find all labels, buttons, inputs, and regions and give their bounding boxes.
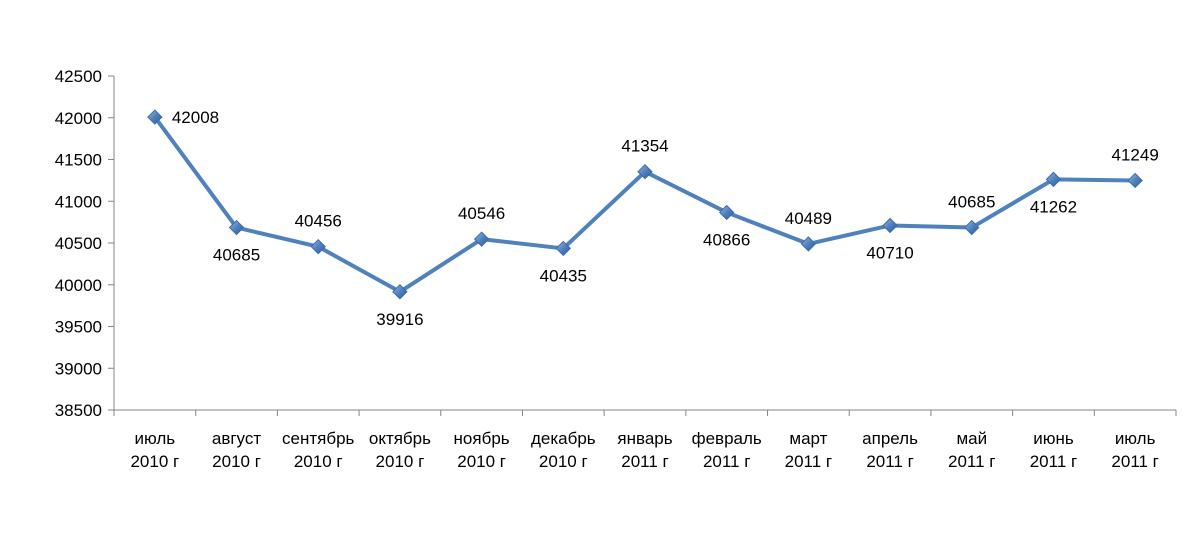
data-point-marker (1045, 171, 1062, 188)
data-label: 41262 (1030, 197, 1077, 216)
x-tick-label: январь 2011 г (617, 429, 672, 471)
data-label: 40456 (295, 212, 342, 231)
data-point-marker (555, 240, 572, 257)
y-tick-label: 39500 (55, 318, 102, 337)
y-tick-label: 41500 (55, 151, 102, 170)
data-point-marker (147, 109, 163, 125)
x-tick-label: апрель 2011 г (862, 429, 918, 471)
data-label: 42008 (172, 108, 219, 127)
data-label: 40710 (866, 243, 913, 262)
data-point-marker (800, 236, 817, 252)
y-tick-label: 39000 (55, 359, 102, 378)
y-tick-label: 40500 (55, 234, 102, 253)
x-tick-label: июль 2011 г (1111, 429, 1158, 471)
data-label: 40546 (458, 204, 505, 223)
data-label: 40685 (948, 193, 995, 212)
data-label: 40866 (703, 230, 750, 249)
y-tick-label: 42000 (55, 109, 102, 128)
x-tick-label: декабрь 2010 г (531, 429, 596, 471)
data-point-marker (228, 219, 245, 236)
y-axis-ticks: 42500 42000 41500 41000 40500 40000 39500 39000… (55, 67, 114, 420)
x-tick-label: октябрь 2010 г (369, 429, 431, 471)
data-point-marker (882, 217, 898, 234)
x-tick-label: июнь 2011 г (1030, 429, 1077, 471)
data-labels: 42008 40685 40456 39916 40546 40435 41354 40866… (172, 108, 1159, 329)
data-point-marker (310, 238, 326, 255)
x-tick-label: март 2011 г (785, 429, 832, 471)
x-tick-label: ноябрь 2010 г (454, 429, 510, 471)
data-label: 41249 (1112, 145, 1159, 164)
data-point-marker (1127, 172, 1143, 189)
data-label: 40435 (540, 266, 587, 285)
data-label: 40489 (785, 209, 832, 228)
data-point-marker (392, 284, 408, 300)
x-tick-label: февраль 2011 г (692, 429, 762, 471)
y-tick-label: 41000 (55, 192, 102, 211)
x-axis-ticks: июль 2010 г август 2010 г сентябрь 2010 г октя… (113, 410, 1177, 471)
y-tick-label: 40000 (55, 276, 102, 295)
x-tick-label: июль 2010 г (130, 429, 179, 471)
data-point-marker (964, 219, 980, 236)
data-label: 40685 (213, 246, 260, 265)
x-tick-label: август 2010 г (212, 429, 261, 471)
series-markers (147, 109, 1143, 300)
data-point-marker (718, 204, 735, 221)
data-label: 41354 (621, 137, 668, 156)
x-tick-label: сентябрь 2010 г (282, 429, 355, 471)
axes (113, 76, 1176, 411)
data-point-marker (637, 163, 653, 180)
y-tick-label: 42500 (55, 67, 102, 86)
y-tick-label: 38500 (55, 401, 102, 420)
data-point-marker (473, 231, 490, 247)
x-tick-label: май 2011 г (948, 429, 995, 471)
data-label: 39916 (376, 310, 423, 329)
